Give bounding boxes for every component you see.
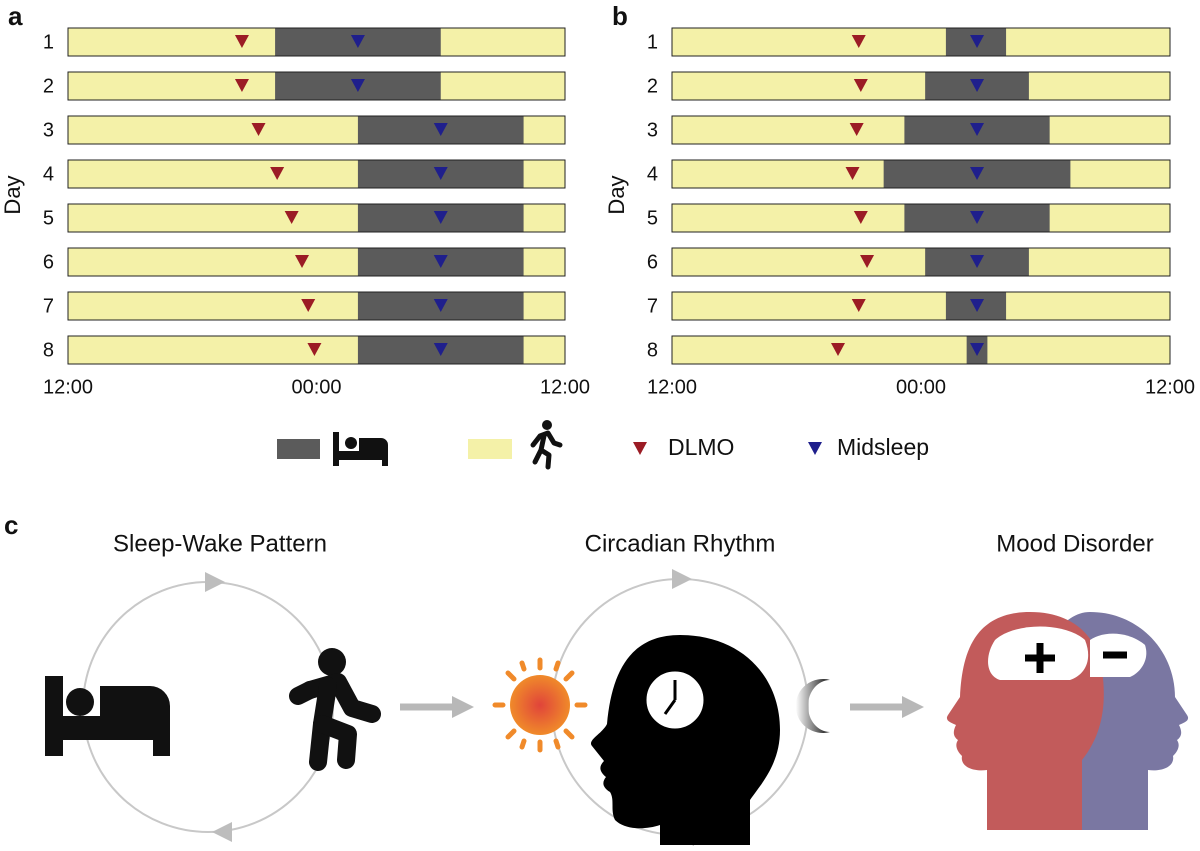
y-tick-label: 7 [647,295,658,317]
marker-midsleep [350,79,365,92]
marker-dlmo [853,79,868,92]
walking-icon [289,648,381,771]
charts: a Day 1 2 3 4 5 6 7 8 12:00 00:00 12:00 b Day 1 2 3 4 5 6 7 8 1… [0,1,1195,398]
y-tick-label: 2 [647,75,658,97]
y-tick-label: 8 [43,339,54,361]
cycle-arrow [205,572,225,592]
marker-midsleep [970,79,985,92]
bed-icon [333,432,388,466]
sun-icon [492,657,588,753]
y-tick-label: 3 [43,119,54,141]
marker-midsleep [970,167,985,180]
plus-sign [1025,643,1055,673]
wake-band [671,247,1171,277]
y-axis-label: Day [604,175,629,214]
marker-dlmo [851,35,866,48]
marker-midsleep [970,299,985,312]
flow-arrow-head [452,696,474,718]
marker-midsleep [970,211,985,224]
y-tick-label: 2 [43,75,54,97]
cycle-arrow [672,569,692,589]
y-tick-label: 8 [647,339,658,361]
legend-wake-swatch [468,439,512,459]
wake-band [671,291,1171,321]
diagram: c Sleep-Wake Pattern Circadian Rhythm Mo… [4,510,1189,846]
timeline-chart: a Day 1 2 3 4 5 6 7 8 12:00 00:00 12:00 [0,1,590,398]
x-tick-label: 12:00 [647,376,697,398]
legend: DLMO Midsleep [277,420,929,470]
y-tick-label: 6 [43,251,54,273]
flow-arrow-head [902,696,924,718]
legend-sleep-swatch [277,439,320,459]
marker-midsleep [433,299,448,312]
marker-dlmo [251,123,266,136]
marker-dlmo [851,299,866,312]
marker-dlmo [849,123,864,136]
marker-dlmo [301,299,316,312]
x-tick-label: 00:00 [291,376,341,398]
bed-icon [45,676,170,756]
panel-label: c [4,510,18,540]
marker-dlmo [270,167,285,180]
marker-midsleep [433,123,448,136]
marker-dlmo [284,211,299,224]
walking-icon [530,420,563,470]
marker-midsleep [433,167,448,180]
y-tick-label: 1 [647,31,658,53]
x-tick-label: 12:00 [540,376,590,398]
marker-dlmo [234,35,249,48]
wake-band [671,71,1171,101]
x-tick-label: 12:00 [43,376,93,398]
legend-label: DLMO [668,434,734,460]
legend-label: Midsleep [837,434,929,460]
y-axis-label: Day [0,175,25,214]
head-icon [590,635,780,845]
clock-icon [643,668,707,732]
marker-midsleep [433,211,448,224]
y-tick-label: 4 [43,163,54,185]
marker-dlmo [845,167,860,180]
legend-marker [808,442,822,455]
timeline-chart: b Day 1 2 3 4 5 6 7 8 12:00 00:00 12:00 [604,1,1195,398]
marker-dlmo [295,255,310,268]
node-title: Circadian Rhythm [585,530,776,557]
node-title: Mood Disorder [996,530,1153,557]
y-tick-label: 6 [647,251,658,273]
moon-icon [795,679,830,733]
panel-label: a [8,1,23,31]
marker-midsleep [970,343,985,356]
y-tick-label: 3 [647,119,658,141]
marker-dlmo [831,343,845,356]
y-tick-label: 1 [43,31,54,53]
cycle-arrow [212,822,232,842]
y-tick-label: 4 [647,163,658,185]
panel-label: b [612,1,628,31]
node-title: Sleep-Wake Pattern [113,530,327,557]
x-tick-label: 00:00 [896,376,946,398]
marker-midsleep [970,35,985,48]
marker-dlmo [860,255,875,268]
marker-midsleep [970,123,985,136]
marker-midsleep [350,35,365,48]
y-tick-label: 5 [647,207,658,229]
legend-marker [633,442,647,455]
marker-midsleep [433,343,448,356]
x-tick-label: 12:00 [1145,376,1195,398]
marker-midsleep [970,255,985,268]
marker-dlmo [307,343,322,356]
marker-midsleep [433,255,448,268]
wake-band [671,335,1171,365]
y-tick-label: 5 [43,207,54,229]
marker-dlmo [234,79,249,92]
y-tick-label: 7 [43,295,54,317]
wake-band [671,27,1171,57]
marker-dlmo [853,211,868,224]
